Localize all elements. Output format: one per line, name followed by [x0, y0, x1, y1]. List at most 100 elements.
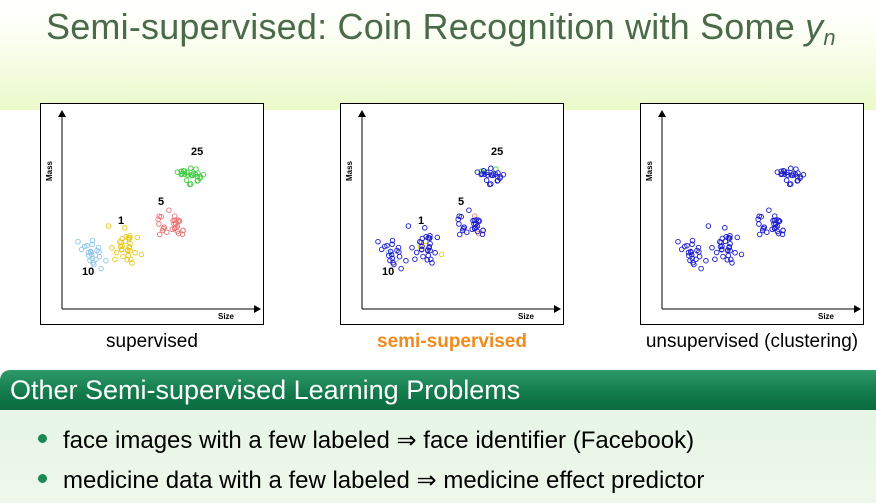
data-point — [127, 240, 133, 247]
data-point — [783, 177, 790, 183]
data-point — [195, 177, 201, 184]
data-point — [389, 241, 395, 248]
data-point — [378, 246, 385, 253]
data-point — [764, 229, 770, 235]
y-axis-arrow-icon — [658, 110, 666, 117]
data-point — [458, 214, 464, 220]
data-point — [84, 242, 90, 249]
data-point — [732, 250, 738, 256]
section-header: Other Semi-supervised Learning Problems — [0, 370, 876, 410]
data-point — [105, 223, 112, 229]
data-point — [420, 253, 426, 260]
data-point — [164, 229, 170, 235]
data-point — [422, 225, 428, 231]
bullet-dot-icon — [38, 434, 47, 443]
data-point — [675, 238, 681, 245]
data-point — [784, 172, 791, 178]
data-point — [393, 256, 399, 263]
data-point — [722, 225, 728, 231]
data-point — [475, 217, 482, 223]
data-point — [466, 207, 472, 213]
data-point — [158, 214, 164, 220]
title-subscript: n — [823, 25, 836, 50]
data-point — [717, 239, 723, 245]
data-point — [471, 225, 478, 232]
data-point — [464, 229, 470, 235]
chart-semi-supervised: Size Mass 1 5 10 25 — [340, 103, 564, 325]
data-point — [113, 249, 120, 256]
y-axis-label: Mass — [345, 160, 354, 181]
data-point — [89, 241, 95, 248]
data-point — [427, 240, 433, 247]
data-point — [726, 235, 733, 241]
data-point — [395, 244, 402, 251]
x-axis-arrow-icon — [854, 305, 861, 313]
data-point — [489, 172, 496, 178]
data-point — [88, 251, 95, 258]
data-point — [693, 256, 699, 263]
x-axis-label: Size — [518, 312, 535, 321]
data-point — [483, 177, 490, 183]
data-point — [179, 231, 186, 238]
data-point — [184, 172, 191, 178]
x-axis-arrow-icon — [254, 305, 261, 313]
data-point — [694, 247, 700, 254]
data-point — [426, 235, 433, 241]
data-point — [479, 231, 486, 238]
data-point — [405, 223, 412, 229]
data-point — [484, 172, 491, 178]
data-point — [766, 207, 772, 213]
data-point — [756, 231, 763, 238]
data-point — [720, 253, 726, 260]
data-point — [95, 244, 102, 251]
panel-unsupervised: Size Mass — [640, 103, 864, 325]
data-point — [797, 173, 804, 180]
data-point — [128, 256, 134, 263]
x-axis-label: Size — [218, 312, 235, 321]
y-axis-label: Mass — [45, 160, 54, 181]
data-point — [495, 177, 501, 184]
data-point — [78, 246, 85, 253]
data-point — [688, 251, 695, 258]
coin-label-1: 1 — [418, 215, 424, 227]
data-point — [774, 169, 781, 175]
data-point — [434, 234, 441, 241]
data-point — [375, 238, 381, 245]
chart-frame — [40, 103, 264, 325]
chart-supervised: Size Mass 1 5 10 25 — [40, 103, 264, 325]
data-point — [429, 260, 435, 266]
coin-label-1: 1 — [118, 215, 124, 227]
data-point — [188, 165, 194, 172]
slide-title: Semi-supervised: Coin Recognition with S… — [46, 6, 836, 51]
bullet-item: face images with a few labeled ⇒ face id… — [38, 426, 694, 455]
data-point — [174, 169, 181, 175]
data-point — [183, 177, 190, 183]
data-point — [778, 168, 784, 175]
data-point — [413, 249, 420, 256]
data-point — [390, 259, 396, 266]
data-point — [418, 246, 425, 253]
data-point — [497, 173, 504, 180]
chart-frame — [340, 103, 564, 325]
chart-frame — [640, 103, 864, 325]
data-point — [132, 250, 138, 256]
y-axis-arrow-icon — [358, 110, 366, 117]
coin-label-10: 10 — [82, 266, 94, 278]
data-point — [120, 253, 126, 260]
data-point — [703, 257, 709, 264]
caption-supervised: supervised — [106, 331, 198, 352]
data-point — [117, 239, 123, 245]
data-point — [438, 251, 445, 258]
data-point — [156, 231, 163, 238]
data-point — [474, 169, 481, 175]
data-point — [138, 251, 145, 258]
coin-label-25: 25 — [491, 146, 503, 158]
data-point — [103, 257, 109, 264]
coin-label-10: 10 — [382, 266, 394, 278]
data-point — [705, 223, 712, 229]
data-point — [690, 259, 696, 266]
data-point — [425, 247, 431, 253]
data-point — [712, 256, 718, 262]
data-point — [486, 181, 493, 188]
data-point — [109, 244, 115, 251]
